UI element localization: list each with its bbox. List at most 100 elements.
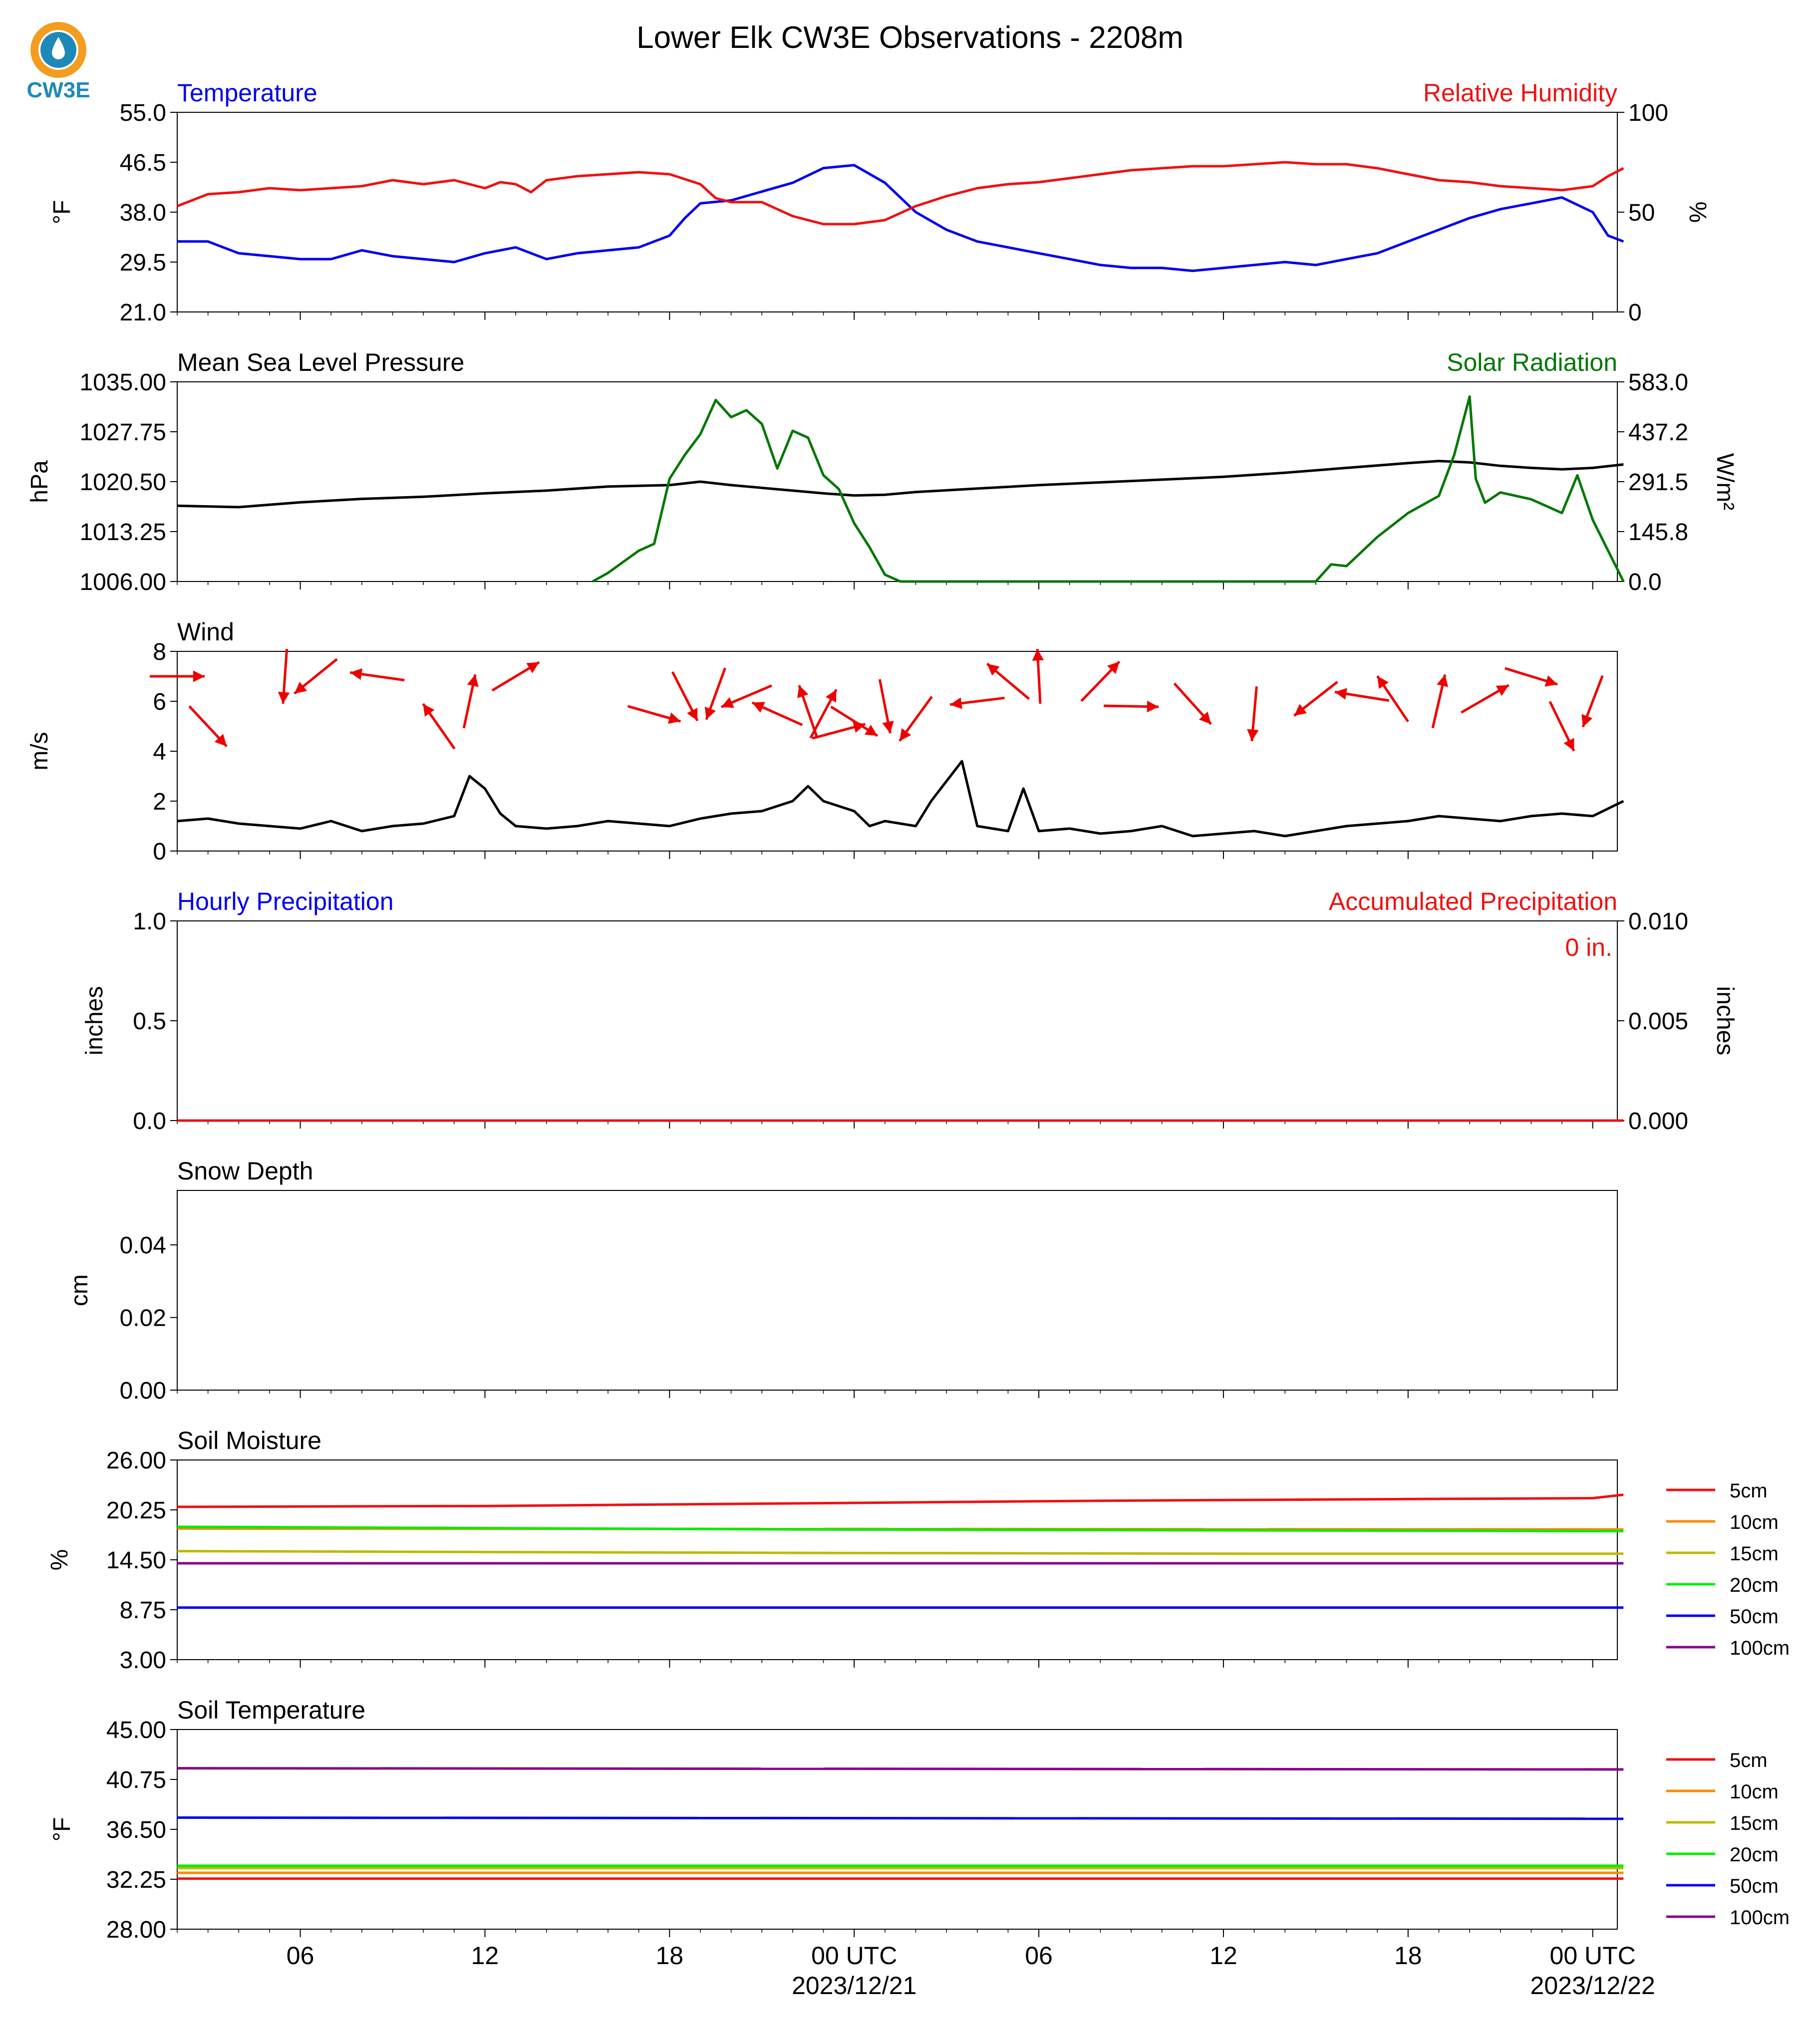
panel-3: Hourly Precipitation Accumulated Precipit… (81, 887, 1738, 1135)
legend-label: 10cm (1730, 1781, 1779, 1803)
y-tick-label-left: 2 (153, 789, 166, 815)
wind-arrow-head (1147, 700, 1159, 713)
wind-arrow-head (526, 662, 540, 673)
series-line-solar-radiation (592, 395, 1625, 583)
legend-label: 20cm (1730, 1574, 1779, 1596)
wind-arrow-head (1581, 714, 1593, 727)
legend-label: 100cm (1730, 1637, 1790, 1659)
wind-arrow-head (350, 668, 362, 680)
wind-arrow-head (882, 720, 894, 733)
y-tick-label-left: 6 (153, 689, 166, 715)
wind-arrow-head (704, 706, 716, 720)
wind-arrow-head (1544, 675, 1557, 687)
y-tick-label-left: 32.25 (106, 1867, 166, 1893)
y-tick-label-right: 291.5 (1628, 469, 1688, 496)
y-tick-label-left: 38.0 (120, 200, 166, 226)
series-line-50cm (177, 1816, 1624, 1820)
y-tick-label-right: 100 (1628, 100, 1668, 126)
y-tick-label-left: 0.00 (120, 1378, 166, 1404)
y-tick-label-left: 0.04 (120, 1232, 166, 1259)
y-tick-label-left: 28.00 (106, 1917, 166, 1943)
panel-5: Soil Moisture 3.00 8.75 14.50 20.25 26.00% 5cm… (46, 1427, 1790, 1674)
cw3e-logo: CW3E (26, 22, 90, 102)
y-axis-label-left: cm (66, 1274, 93, 1306)
series-line-20cm (177, 1525, 1624, 1533)
y-tick-label-left: 0.0 (133, 1108, 166, 1135)
y-tick-label-right: 0 (1628, 299, 1642, 326)
wind-arrow-head (1199, 711, 1212, 724)
plot-frame (177, 1190, 1618, 1391)
wind-arrow-head (950, 697, 962, 709)
series-line-relative-humidity (177, 161, 1624, 226)
series-line-temperature (177, 164, 1624, 273)
wind-arrow-head (987, 663, 1000, 676)
panel-title-left: Snow Depth (177, 1157, 313, 1185)
wind-arrow-head (797, 685, 809, 698)
y-tick-label-left: 21.0 (120, 299, 166, 326)
panel-title-right: Solar Radiation (1447, 348, 1617, 376)
y-tick-label-left: 45.00 (106, 1717, 166, 1743)
plot-frame (177, 112, 1618, 312)
wind-arrow-head (826, 689, 837, 703)
y-tick-label-left: 29.5 (120, 250, 166, 276)
y-tick-label-right: 0.0 (1628, 569, 1662, 595)
x-date-label: 2023/12/22 (1530, 1972, 1655, 2000)
wind-arrow-head (1294, 704, 1307, 716)
y-axis-label-left: °F (49, 200, 75, 225)
panel-title-left: Wind (177, 618, 234, 646)
accumulated-annotation: 0 in. (1565, 933, 1612, 961)
y-tick-label-left: 55.0 (120, 100, 166, 126)
y-axis-label-left: hPa (26, 460, 53, 503)
logo-text: CW3E (26, 78, 90, 102)
plot-frame (177, 381, 1618, 582)
y-axis-label-left: % (46, 1549, 73, 1571)
y-axis-label-left: °F (49, 1817, 75, 1842)
logo-ring-icon (30, 22, 86, 78)
legend-label: 50cm (1730, 1875, 1779, 1897)
y-tick-label-left: 0.5 (133, 1008, 166, 1035)
wind-arrow-head (667, 712, 681, 724)
wind-arrow-head (1032, 649, 1044, 661)
y-tick-label-right: 0.010 (1628, 908, 1688, 935)
y-axis-label-right: % (1684, 202, 1711, 223)
panel-title-right: Relative Humidity (1423, 79, 1617, 107)
panel-title-right: Accumulated Precipitation (1329, 887, 1617, 915)
y-axis-label-left: m/s (26, 732, 53, 770)
legend-label: 100cm (1730, 1907, 1790, 1929)
x-tick-label: 18 (656, 1942, 684, 1970)
wind-arrow-head (1437, 674, 1449, 687)
y-tick-label-left: 8 (153, 639, 166, 665)
x-tick-label: 06 (287, 1942, 314, 1970)
series-line-15cm (177, 1550, 1624, 1555)
y-tick-label-left: 8.75 (120, 1597, 166, 1624)
legend-label: 50cm (1730, 1606, 1779, 1628)
y-tick-label-right: 0.005 (1628, 1008, 1688, 1035)
y-tick-label-right: 437.2 (1628, 419, 1688, 446)
x-tick-label: 06 (1025, 1942, 1053, 1970)
wind-arrow-head (278, 691, 290, 704)
panel-1: Mean Sea Level Pressure Solar Radiation 10… (26, 348, 1738, 595)
wind-arrow-head (193, 670, 205, 682)
y-tick-label-left: 20.25 (106, 1497, 166, 1524)
panel-title-left: Soil Temperature (177, 1696, 365, 1724)
y-tick-label-left: 0 (153, 839, 166, 865)
legend-label: 15cm (1730, 1543, 1779, 1565)
panel-title-left: Soil Moisture (177, 1427, 321, 1454)
y-tick-label-left: 1027.75 (79, 419, 166, 446)
figure-title: Lower Elk CW3E Observations - 2208m (636, 20, 1184, 55)
series-line-mean-sea-level-pressure (177, 460, 1624, 509)
series-line-100cm (177, 1767, 1624, 1771)
legend-label: 15cm (1730, 1812, 1779, 1834)
wind-arrow-head (900, 728, 911, 741)
wind-arrow-head (294, 681, 307, 694)
x-date-label: 2023/12/21 (792, 1972, 916, 2000)
legend-label: 5cm (1730, 1480, 1768, 1502)
y-tick-label-right: 583.0 (1628, 369, 1688, 396)
y-tick-label-left: 4 (153, 739, 166, 765)
y-tick-label-left: 0.02 (120, 1305, 166, 1332)
plot-frame (177, 1459, 1618, 1660)
y-axis-label-right: W/m² (1712, 453, 1738, 511)
y-tick-label-left: 14.50 (106, 1547, 166, 1574)
y-tick-label-left: 1035.00 (79, 369, 166, 396)
legend-label: 10cm (1730, 1511, 1779, 1533)
